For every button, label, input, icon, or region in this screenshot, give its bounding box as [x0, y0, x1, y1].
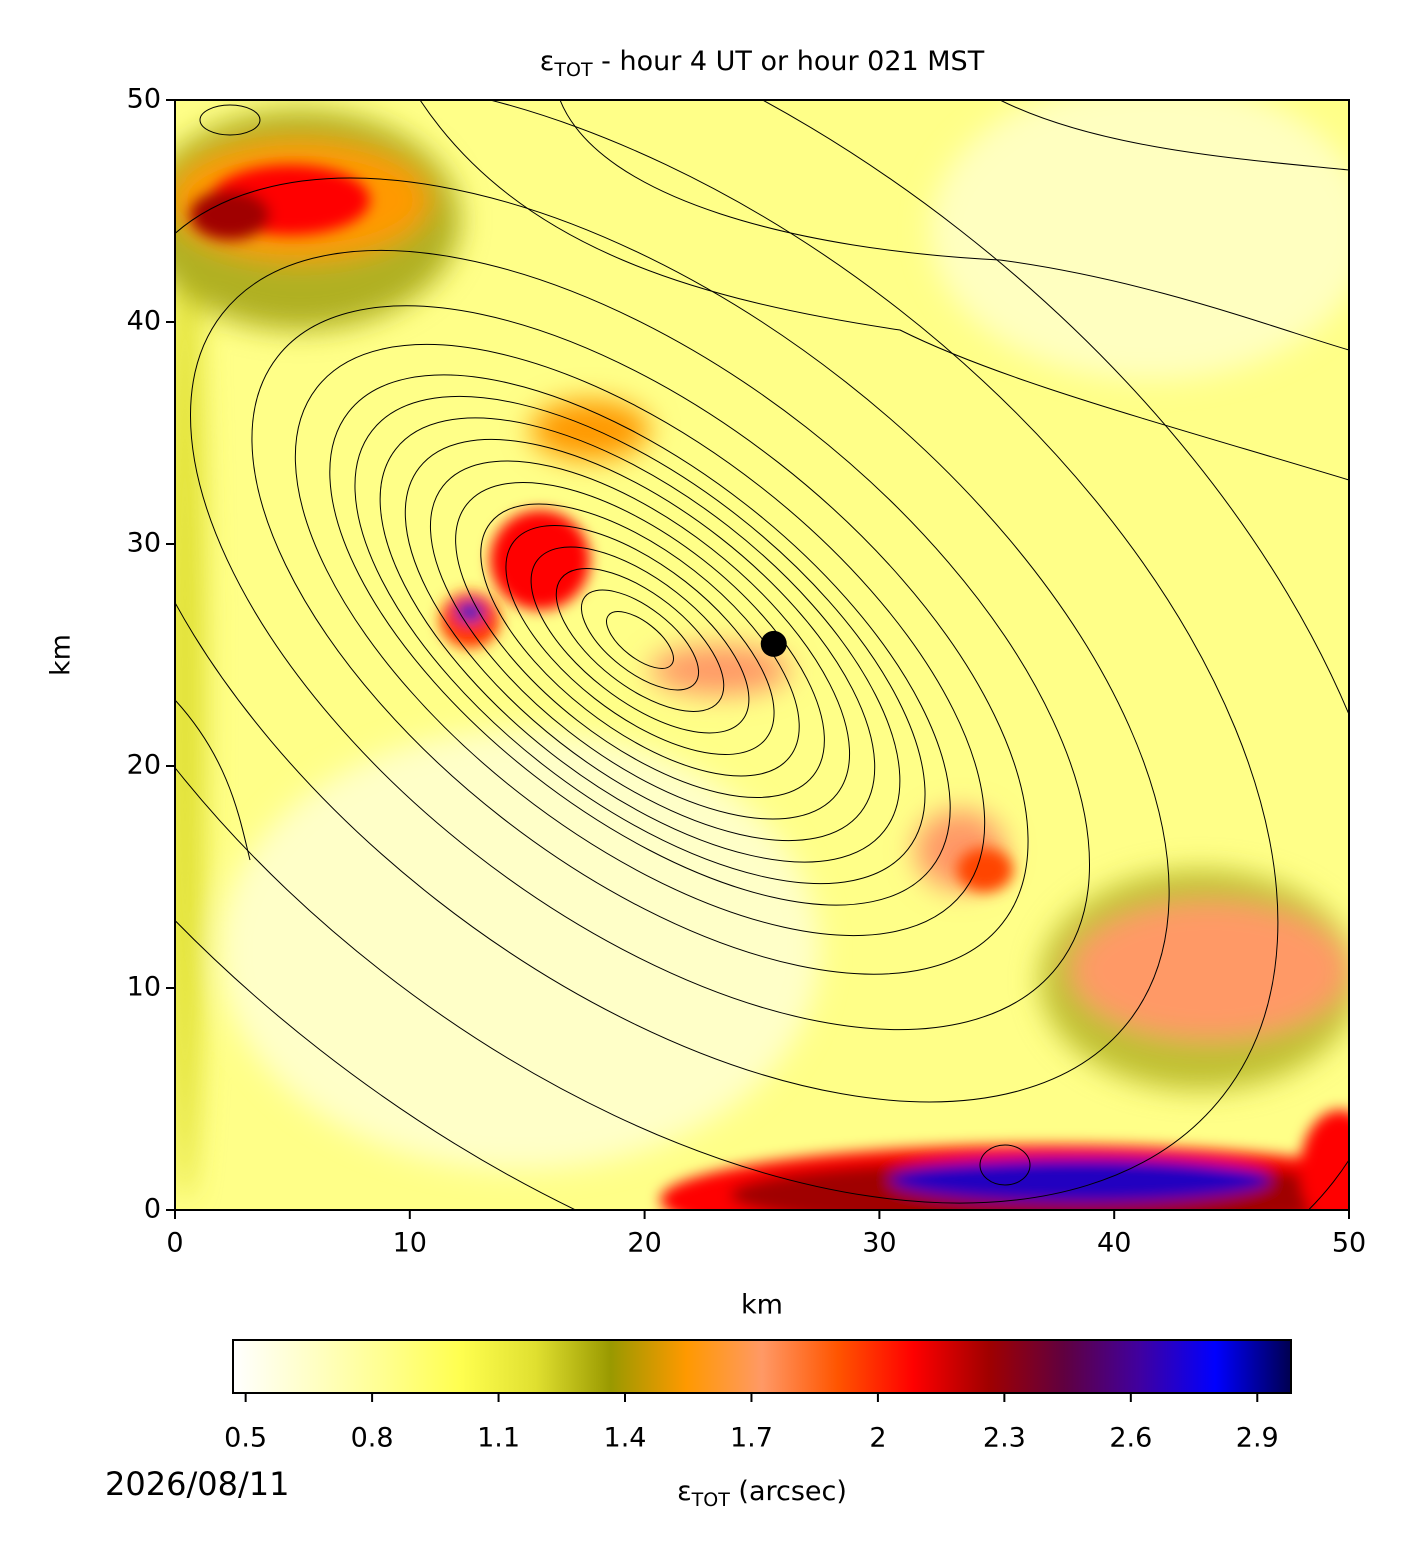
colorbar-tick-label: 2.9	[1236, 1423, 1279, 1454]
colorbar	[232, 1339, 1292, 1394]
x-tick-label: 40	[1097, 1228, 1131, 1259]
colorbar-tick-label: 2	[869, 1423, 886, 1454]
x-tick-label: 30	[862, 1228, 896, 1259]
x-tick-label: 20	[627, 1228, 661, 1259]
y-tick-label: 50	[127, 84, 161, 115]
site-marker	[760, 630, 787, 657]
x-axis-label: km	[741, 1290, 783, 1321]
date-label: 2026/08/11	[105, 1465, 289, 1503]
y-tick-label: 30	[127, 528, 161, 559]
y-axis-label: km	[46, 634, 77, 676]
x-tick-label: 0	[166, 1228, 183, 1259]
chart-title: εTOT - hour 4 UT or hour 021 MST	[540, 46, 985, 81]
y-tick-label: 10	[127, 972, 161, 1003]
colorbar-tick-label: 1.4	[604, 1423, 647, 1454]
colorbar-tick-label: 1.1	[477, 1423, 520, 1454]
colorbar-label: εTOT (arcsec)	[677, 1476, 847, 1511]
y-tick-label: 40	[127, 306, 161, 337]
colorbar-tick-label: 2.6	[1109, 1423, 1152, 1454]
colorbar-tick-label: 1.7	[730, 1423, 773, 1454]
x-tick-label: 50	[1332, 1228, 1366, 1259]
plot-frame	[174, 99, 1350, 1211]
x-tick-label: 10	[393, 1228, 427, 1259]
colorbar-tick-label: 2.3	[983, 1423, 1026, 1454]
y-tick-label: 0	[144, 1194, 161, 1225]
colorbar-tick-label: 0.8	[351, 1423, 394, 1454]
y-tick-label: 20	[127, 750, 161, 781]
colorbar-tick-label: 0.5	[224, 1423, 267, 1454]
